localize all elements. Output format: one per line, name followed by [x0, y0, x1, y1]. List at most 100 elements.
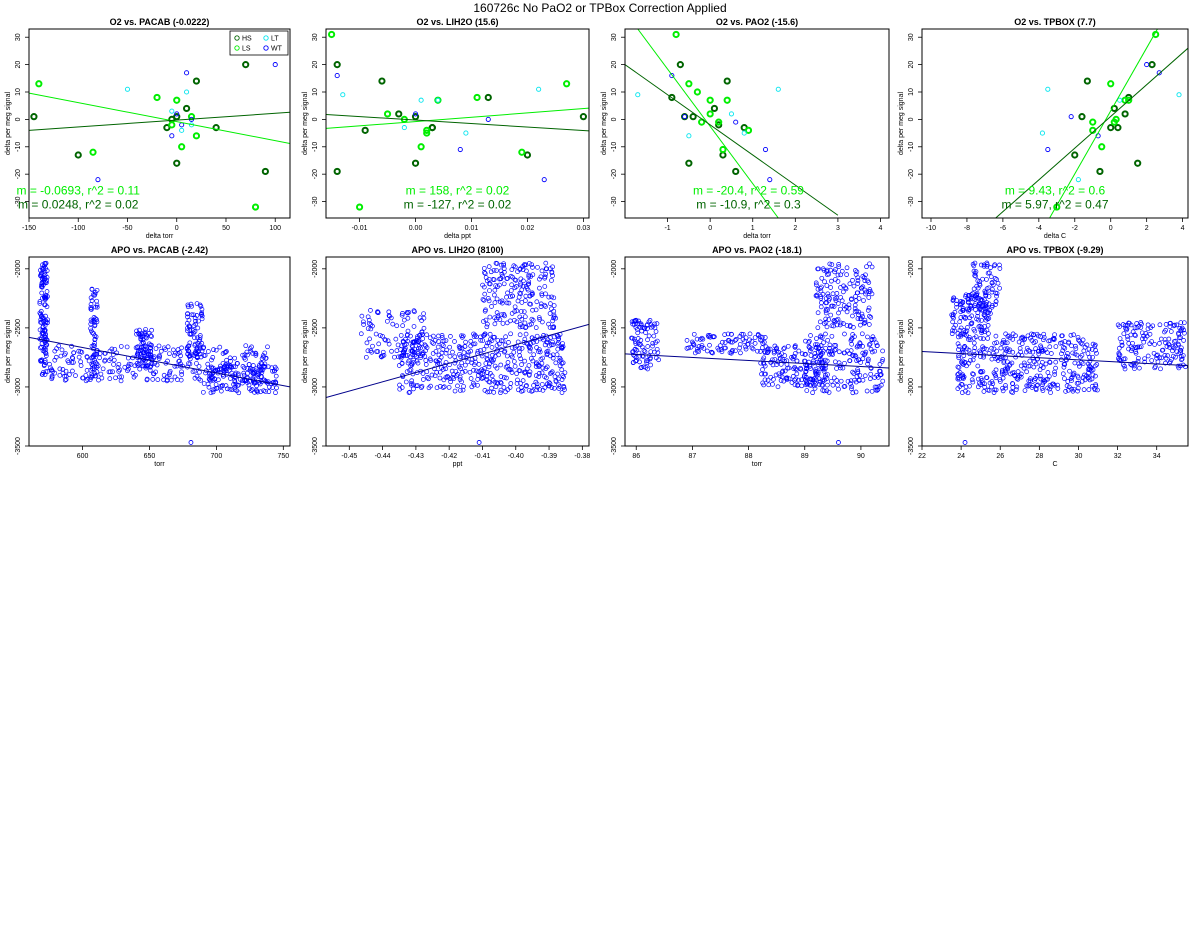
data-point: [537, 285, 542, 291]
data-point: [439, 333, 445, 338]
data-point-hs: [1148, 61, 1156, 69]
data-point: [536, 374, 542, 379]
data-point: [134, 331, 139, 337]
data-point: [652, 349, 657, 355]
data-point: [223, 349, 229, 355]
data-point-wt: [1144, 62, 1150, 68]
data-point: [711, 334, 716, 339]
data-point: [256, 363, 262, 368]
data-point: [974, 295, 979, 300]
data-point: [982, 288, 988, 294]
legend-marker: [234, 45, 240, 51]
data-point: [512, 363, 518, 369]
data-point: [475, 348, 481, 354]
data-point: [833, 343, 839, 348]
data-point: [1047, 386, 1052, 392]
plot-grid: O2 vs. PACAB (-0.0222)-150 -100 -50 0 50 100-…: [5, 17, 1189, 468]
data-point: [868, 371, 874, 377]
data-point: [699, 335, 705, 341]
data-point: [490, 352, 495, 358]
data-point: [533, 361, 539, 367]
data-point: [968, 321, 974, 327]
data-point: [43, 347, 49, 353]
data-point: [873, 340, 879, 346]
data-point-ls: [1110, 118, 1118, 126]
data-point: [814, 345, 819, 350]
data-point: [852, 306, 858, 311]
data-point: [407, 389, 413, 395]
data-point: [1052, 382, 1057, 388]
data-point: [37, 327, 43, 333]
data-point: [1087, 364, 1093, 370]
data-point: [471, 367, 476, 373]
data-point: [1022, 362, 1028, 368]
data-point: [366, 321, 372, 326]
data-point: [148, 363, 154, 369]
y-tick-label: -2000: [312, 260, 319, 278]
data-point: [187, 356, 193, 362]
data-point: [381, 353, 387, 358]
data-point-ls: [744, 126, 753, 134]
data-point: [421, 315, 427, 321]
data-point: [559, 346, 565, 351]
data-point: [760, 340, 766, 346]
data-point: [97, 355, 102, 361]
data-point: [522, 358, 528, 364]
data-point: [981, 302, 987, 308]
data-point: [421, 325, 427, 331]
data-point: [63, 368, 69, 374]
data-point: [273, 380, 278, 386]
data-point: [223, 366, 229, 372]
data-point: [1068, 332, 1074, 338]
data-point: [868, 314, 874, 320]
data-point: [980, 276, 985, 282]
data-point: [526, 279, 532, 284]
data-point: [486, 364, 492, 370]
data-point: [517, 324, 523, 330]
data-point: [434, 385, 440, 391]
data-point: [44, 280, 49, 286]
data-point: [504, 320, 510, 326]
data-point: [375, 349, 381, 354]
data-point: [836, 264, 842, 269]
data-point-hs: [668, 93, 676, 102]
data-point: [836, 440, 841, 445]
data-point: [518, 291, 524, 297]
data-point: [960, 308, 966, 314]
data-point: [1041, 331, 1047, 337]
data-point: [482, 332, 487, 338]
data-point: [514, 371, 519, 376]
data-point: [969, 377, 975, 383]
data-point: [640, 325, 645, 330]
data-point: [460, 333, 466, 339]
data-point: [487, 288, 492, 293]
data-point: [646, 319, 652, 325]
data-point: [187, 340, 193, 346]
data-point: [421, 311, 426, 317]
data-point: [852, 302, 858, 308]
data-point: [814, 342, 820, 347]
data-point: [803, 338, 808, 344]
data-point: [379, 354, 384, 360]
x-tick-label: -0.01: [352, 225, 368, 232]
data-point-hs: [689, 113, 697, 121]
data-point: [950, 319, 955, 325]
data-point: [168, 377, 174, 383]
data-point: [530, 358, 536, 364]
data-point: [94, 298, 100, 304]
data-point: [91, 315, 97, 320]
data-point: [543, 366, 549, 371]
data-point: [253, 350, 258, 356]
data-point: [40, 330, 46, 336]
data-point: [78, 363, 84, 368]
data-point: [147, 364, 153, 370]
data-point: [828, 312, 834, 318]
data-point: [1181, 320, 1187, 326]
data-point: [1024, 383, 1030, 389]
data-point: [484, 324, 490, 330]
data-point: [518, 380, 523, 386]
data-point: [992, 387, 998, 393]
data-point: [789, 380, 795, 385]
data-point: [831, 375, 837, 381]
y-tick-label: -3500: [611, 437, 618, 455]
